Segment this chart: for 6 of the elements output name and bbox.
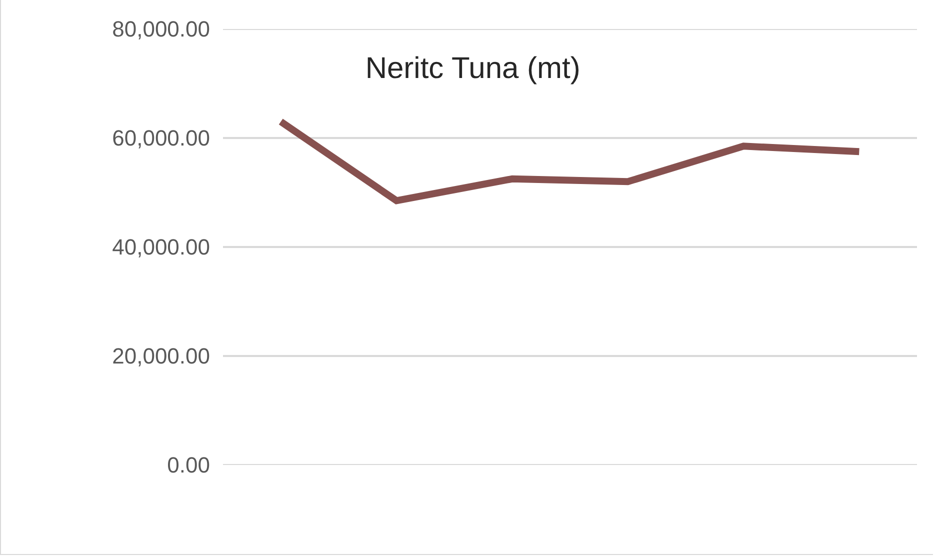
y-tick-label: 80,000.00	[112, 16, 210, 42]
y-tick-label: 0.00	[167, 452, 210, 478]
text: Neritc Tuna (mt)	[365, 52, 580, 86]
y-tick-label: 60,000.00	[112, 126, 210, 151]
y-tick-label: 40,000.00	[112, 234, 210, 260]
y-tick-label: 20,000.00	[112, 344, 210, 369]
